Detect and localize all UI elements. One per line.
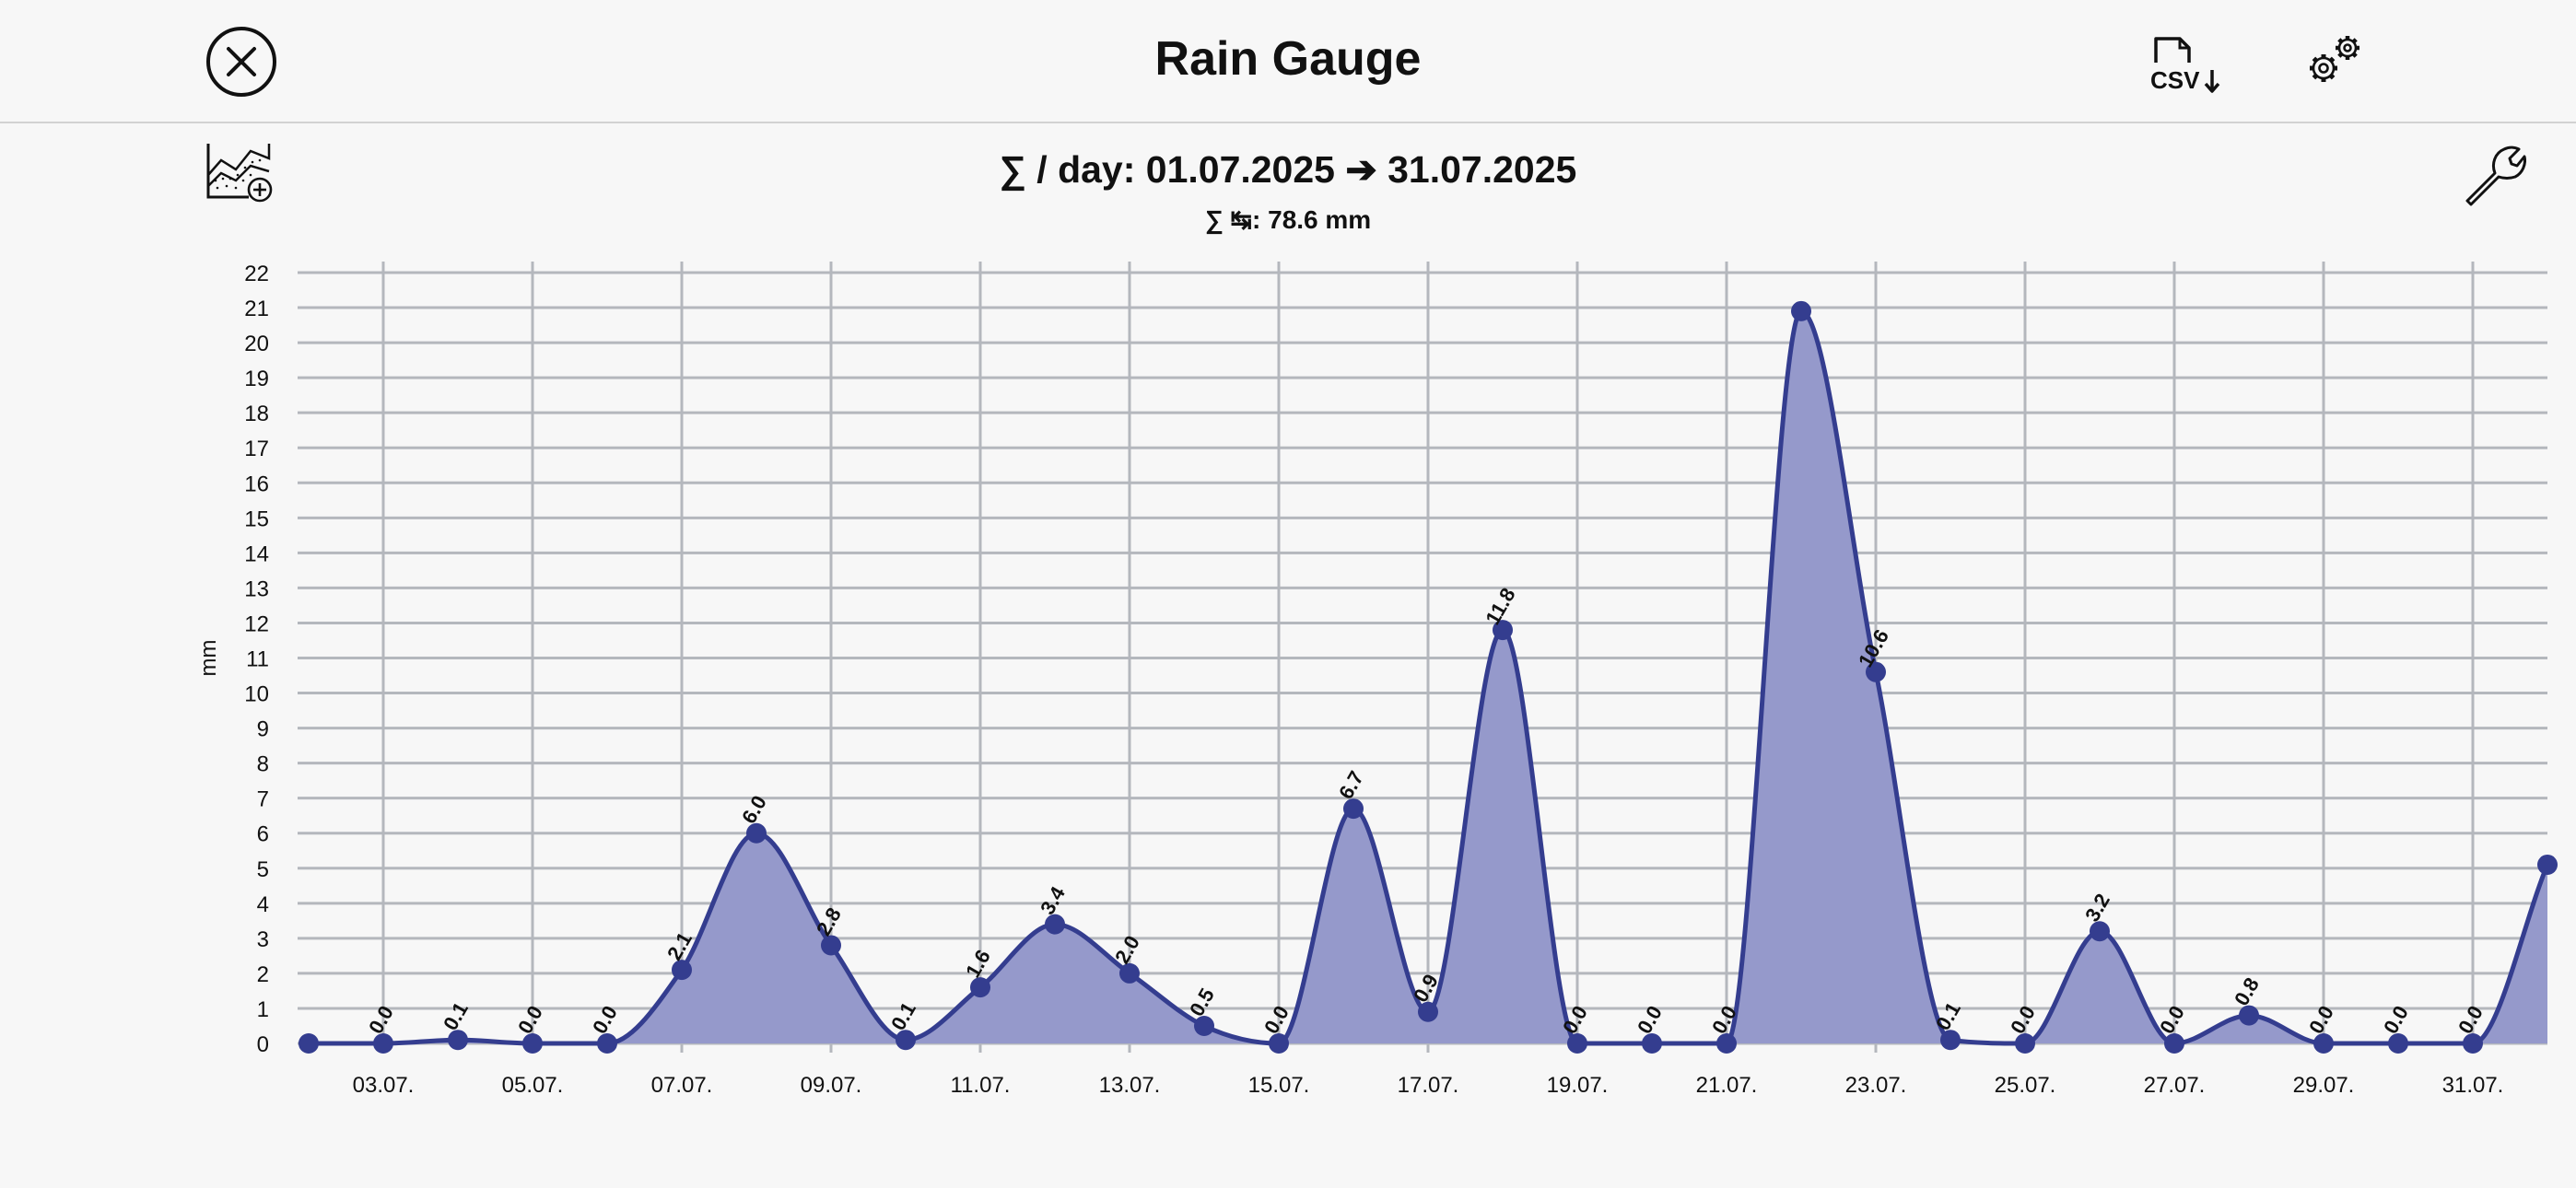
data-point bbox=[1418, 1001, 1438, 1022]
data-point bbox=[672, 960, 692, 981]
x-tick-label: 13.07. bbox=[1099, 1073, 1161, 1098]
y-axis-label: mm bbox=[196, 640, 221, 677]
data-point bbox=[2537, 854, 2558, 875]
y-tick-label: 14 bbox=[244, 542, 269, 566]
y-tick-label: 21 bbox=[244, 297, 269, 321]
y-tick-label: 7 bbox=[257, 787, 269, 812]
x-tick-label: 05.07. bbox=[502, 1073, 564, 1098]
y-tick-label: 1 bbox=[257, 997, 269, 1022]
y-tick-label: 16 bbox=[244, 472, 269, 496]
add-chart-button[interactable] bbox=[205, 138, 276, 204]
csv-download-button[interactable]: CSV bbox=[2149, 35, 2222, 96]
csv-label: CSV bbox=[2150, 66, 2200, 94]
chart-axes-layer: 01234567891011121314151617181920212203.0… bbox=[196, 262, 2503, 1098]
data-point bbox=[1642, 1033, 1662, 1054]
data-label: 0.1 bbox=[886, 998, 920, 1034]
chart-title: ∑ / day: 01.07.2025 ➔ 31.07.2025 bbox=[999, 148, 1577, 191]
y-tick-label: 11 bbox=[246, 647, 269, 672]
chart-grid bbox=[298, 262, 2547, 1053]
data-point bbox=[1716, 1033, 1737, 1054]
y-tick-label: 20 bbox=[244, 332, 269, 356]
y-tick-label: 13 bbox=[244, 577, 269, 601]
x-tick-label: 07.07. bbox=[651, 1073, 713, 1098]
x-tick-label: 11.07. bbox=[951, 1073, 1011, 1098]
x-tick-label: 31.07. bbox=[2442, 1073, 2504, 1098]
data-point bbox=[1343, 798, 1364, 820]
close-button[interactable] bbox=[205, 26, 277, 98]
y-tick-label: 10 bbox=[244, 682, 269, 707]
data-point bbox=[2239, 1005, 2259, 1026]
rain-chart: 0.0 0.1 0.0 0.02.16.02.80.11.63.42.00.5 0.06… bbox=[196, 262, 2558, 1098]
x-tick-label: 09.07. bbox=[801, 1073, 862, 1098]
data-label: 0.1 bbox=[439, 998, 473, 1034]
x-tick-label: 25.07. bbox=[1995, 1073, 2056, 1098]
data-point bbox=[1866, 661, 1886, 682]
data-point bbox=[821, 935, 841, 956]
data-point bbox=[373, 1033, 393, 1054]
data-point bbox=[1940, 1030, 1961, 1051]
data-point bbox=[2164, 1033, 2184, 1054]
x-tick-label: 27.07. bbox=[2144, 1073, 2206, 1098]
data-label: 0.8 bbox=[2230, 973, 2264, 1009]
y-tick-label: 4 bbox=[257, 892, 269, 917]
data-point bbox=[1045, 914, 1065, 935]
wrench-icon bbox=[2465, 146, 2526, 206]
data-label: 0.5 bbox=[1185, 984, 1219, 1020]
chart-subtitle: ∑ ↹: 78.6 mm bbox=[1204, 205, 1372, 234]
app-title: Rain Gauge bbox=[1154, 32, 1422, 86]
data-point bbox=[1119, 962, 1140, 984]
y-tick-label: 12 bbox=[244, 611, 269, 636]
y-tick-label: 9 bbox=[257, 717, 269, 742]
data-point bbox=[2090, 921, 2110, 942]
x-tick-label: 19.07. bbox=[1547, 1073, 1609, 1098]
data-point bbox=[1791, 300, 1811, 321]
y-tick-label: 6 bbox=[257, 822, 269, 847]
data-point bbox=[970, 977, 990, 998]
x-tick-label: 23.07. bbox=[1845, 1073, 1907, 1098]
x-tick-label: 29.07. bbox=[2293, 1073, 2355, 1098]
settings-button[interactable] bbox=[2303, 31, 2366, 88]
y-tick-label: 19 bbox=[244, 367, 269, 391]
data-point bbox=[448, 1030, 468, 1051]
x-tick-label: 15.07. bbox=[1248, 1073, 1310, 1098]
close-icon bbox=[206, 27, 276, 97]
data-point bbox=[522, 1033, 543, 1054]
data-point bbox=[2463, 1033, 2483, 1054]
y-tick-label: 17 bbox=[244, 437, 269, 461]
data-point bbox=[1194, 1015, 1214, 1036]
data-point bbox=[2313, 1033, 2334, 1054]
x-tick-label: 21.07. bbox=[1696, 1073, 1758, 1098]
chart-add-icon bbox=[206, 144, 273, 203]
y-tick-label: 8 bbox=[257, 752, 269, 777]
data-label: 3.2 bbox=[2080, 890, 2114, 926]
y-tick-label: 22 bbox=[244, 262, 269, 286]
x-tick-label: 17.07. bbox=[1398, 1073, 1459, 1098]
gear-icon bbox=[2310, 36, 2359, 82]
top-bar: Rain Gauge CSV bbox=[0, 0, 2576, 123]
y-tick-label: 2 bbox=[257, 962, 269, 987]
y-tick-label: 3 bbox=[257, 927, 269, 952]
y-tick-label: 15 bbox=[244, 507, 269, 531]
y-tick-label: 0 bbox=[257, 1032, 269, 1057]
data-point bbox=[597, 1033, 617, 1054]
data-point bbox=[2388, 1033, 2408, 1054]
data-point bbox=[1493, 620, 1513, 641]
data-point bbox=[746, 822, 767, 844]
data-label: 3.4 bbox=[1036, 882, 1070, 919]
y-tick-label: 18 bbox=[244, 402, 269, 426]
data-point bbox=[2015, 1033, 2035, 1054]
data-point bbox=[1269, 1033, 1289, 1054]
data-point bbox=[299, 1033, 319, 1054]
data-point bbox=[1567, 1033, 1587, 1054]
y-tick-label: 5 bbox=[257, 857, 269, 882]
data-point bbox=[896, 1030, 916, 1051]
chart-settings-button[interactable] bbox=[2460, 142, 2526, 208]
x-tick-label: 03.07. bbox=[353, 1073, 415, 1098]
csv-download-icon: CSV bbox=[2150, 37, 2220, 94]
chart-points-layer bbox=[299, 300, 2558, 1054]
